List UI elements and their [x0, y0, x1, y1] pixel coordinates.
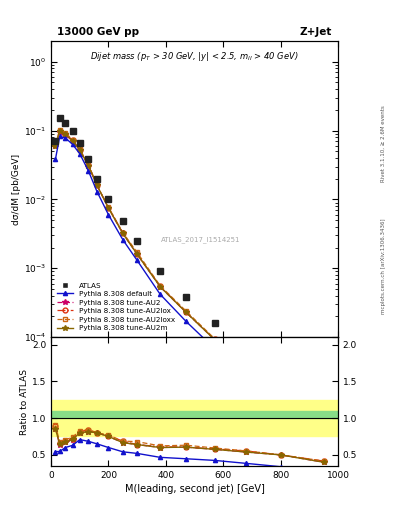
Pythia 8.308 tune-AU2lox	[158, 283, 162, 289]
Pythia 8.308 tune-AU2m	[53, 143, 58, 149]
Pythia 8.308 tune-AU2m	[184, 309, 188, 315]
Pythia 8.308 default	[53, 157, 58, 163]
Pythia 8.308 tune-AU2m	[57, 129, 62, 135]
Legend: ATLAS, Pythia 8.308 default, Pythia 8.308 tune-AU2, Pythia 8.308 tune-AU2lox, Py: ATLAS, Pythia 8.308 default, Pythia 8.30…	[55, 280, 177, 333]
Pythia 8.308 tune-AU2lox	[57, 127, 62, 134]
Pythia 8.308 tune-AU2m	[158, 284, 162, 290]
Pythia 8.308 tune-AU2m	[63, 131, 68, 137]
Pythia 8.308 tune-AU2lox	[212, 336, 217, 343]
Pythia 8.308 tune-AU2	[106, 205, 111, 211]
Text: mcplots.cern.ch [arXiv:1306.3436]: mcplots.cern.ch [arXiv:1306.3436]	[381, 219, 386, 314]
Pythia 8.308 tune-AU2m	[212, 336, 217, 343]
Pythia 8.308 tune-AU2	[53, 143, 58, 149]
Pythia 8.308 tune-AU2m	[120, 230, 125, 237]
Pythia 8.308 tune-AU2loxx	[57, 127, 62, 133]
Pythia 8.308 tune-AU2m	[106, 205, 111, 211]
Pythia 8.308 tune-AU2lox	[278, 393, 283, 399]
Pythia 8.308 tune-AU2lox	[184, 309, 188, 315]
Pythia 8.308 default	[120, 237, 125, 243]
Pythia 8.308 tune-AU2lox	[53, 142, 58, 148]
Pythia 8.308 tune-AU2lox	[244, 365, 248, 371]
Pythia 8.308 tune-AU2	[158, 284, 162, 290]
Pythia 8.308 default	[57, 134, 62, 140]
Pythia 8.308 tune-AU2loxx	[135, 249, 140, 255]
Pythia 8.308 tune-AU2	[86, 162, 91, 168]
Pythia 8.308 tune-AU2lox	[86, 162, 91, 168]
Pythia 8.308 tune-AU2lox	[77, 146, 82, 153]
Y-axis label: dσ/dM [pb/GeV]: dσ/dM [pb/GeV]	[12, 154, 21, 225]
Pythia 8.308 default	[184, 318, 188, 324]
Pythia 8.308 tune-AU2m	[70, 138, 75, 144]
Pythia 8.308 tune-AU2loxx	[95, 182, 99, 188]
Pythia 8.308 tune-AU2m	[135, 251, 140, 258]
Pythia 8.308 tune-AU2	[120, 230, 125, 237]
Pythia 8.308 tune-AU2	[95, 182, 99, 188]
Pythia 8.308 tune-AU2	[184, 309, 188, 315]
Pythia 8.308 tune-AU2loxx	[158, 283, 162, 289]
Pythia 8.308 tune-AU2loxx	[184, 308, 188, 314]
Pythia 8.308 tune-AU2m	[95, 182, 99, 188]
Pythia 8.308 tune-AU2loxx	[86, 162, 91, 168]
Pythia 8.308 tune-AU2	[63, 132, 68, 138]
Pythia 8.308 tune-AU2	[70, 138, 75, 144]
X-axis label: M(leading, second jet) [GeV]: M(leading, second jet) [GeV]	[125, 484, 264, 494]
Pythia 8.308 tune-AU2	[77, 147, 82, 153]
Pythia 8.308 tune-AU2	[212, 336, 217, 343]
Text: 13000 GeV pp: 13000 GeV pp	[57, 27, 139, 36]
Line: Pythia 8.308 tune-AU2: Pythia 8.308 tune-AU2	[53, 129, 327, 512]
Pythia 8.308 default	[95, 188, 99, 195]
Text: Rivet 3.1.10, ≥ 2.6M events: Rivet 3.1.10, ≥ 2.6M events	[381, 105, 386, 182]
Pythia 8.308 tune-AU2m	[244, 366, 248, 372]
Pythia 8.308 tune-AU2	[135, 251, 140, 258]
Pythia 8.308 tune-AU2loxx	[77, 146, 82, 152]
Pythia 8.308 tune-AU2lox	[106, 205, 111, 211]
Text: Dijet mass (p$_T$ > 30 GeV, |y| < 2.5, m$_{ll}$ > 40 GeV): Dijet mass (p$_T$ > 30 GeV, |y| < 2.5, m…	[90, 50, 299, 63]
Pythia 8.308 tune-AU2loxx	[244, 365, 248, 371]
Pythia 8.308 default	[70, 141, 75, 147]
Pythia 8.308 tune-AU2lox	[95, 182, 99, 188]
Pythia 8.308 default	[86, 168, 91, 174]
Pythia 8.308 tune-AU2	[278, 393, 283, 399]
Line: Pythia 8.308 tune-AU2loxx: Pythia 8.308 tune-AU2loxx	[53, 127, 326, 512]
Line: Pythia 8.308 tune-AU2lox: Pythia 8.308 tune-AU2lox	[53, 128, 326, 512]
Pythia 8.308 default	[106, 211, 111, 218]
Pythia 8.308 tune-AU2m	[278, 393, 283, 399]
Pythia 8.308 default	[244, 375, 248, 381]
Pythia 8.308 tune-AU2lox	[135, 251, 140, 258]
Pythia 8.308 tune-AU2loxx	[63, 130, 68, 136]
Pythia 8.308 default	[135, 258, 140, 264]
Pythia 8.308 tune-AU2loxx	[53, 141, 58, 147]
Pythia 8.308 tune-AU2loxx	[278, 393, 283, 399]
Text: Z+Jet: Z+Jet	[300, 27, 332, 36]
Y-axis label: Ratio to ATLAS: Ratio to ATLAS	[20, 369, 29, 435]
Line: Pythia 8.308 default: Pythia 8.308 default	[53, 135, 326, 512]
Pythia 8.308 tune-AU2loxx	[70, 137, 75, 143]
Pythia 8.308 tune-AU2lox	[70, 137, 75, 143]
Pythia 8.308 default	[212, 346, 217, 352]
Pythia 8.308 tune-AU2loxx	[212, 335, 217, 342]
Line: Pythia 8.308 tune-AU2m: Pythia 8.308 tune-AU2m	[53, 129, 327, 512]
Pythia 8.308 tune-AU2lox	[120, 229, 125, 236]
Pythia 8.308 tune-AU2m	[77, 147, 82, 153]
Pythia 8.308 tune-AU2	[57, 129, 62, 135]
Pythia 8.308 tune-AU2loxx	[106, 204, 111, 210]
Pythia 8.308 tune-AU2loxx	[120, 229, 125, 236]
Text: ATLAS_2017_I1514251: ATLAS_2017_I1514251	[160, 236, 240, 243]
Pythia 8.308 default	[63, 135, 68, 141]
Pythia 8.308 default	[158, 291, 162, 297]
Pythia 8.308 tune-AU2lox	[63, 131, 68, 137]
Pythia 8.308 tune-AU2m	[86, 162, 91, 168]
Pythia 8.308 default	[278, 404, 283, 411]
Pythia 8.308 tune-AU2	[244, 366, 248, 372]
Pythia 8.308 default	[77, 151, 82, 157]
